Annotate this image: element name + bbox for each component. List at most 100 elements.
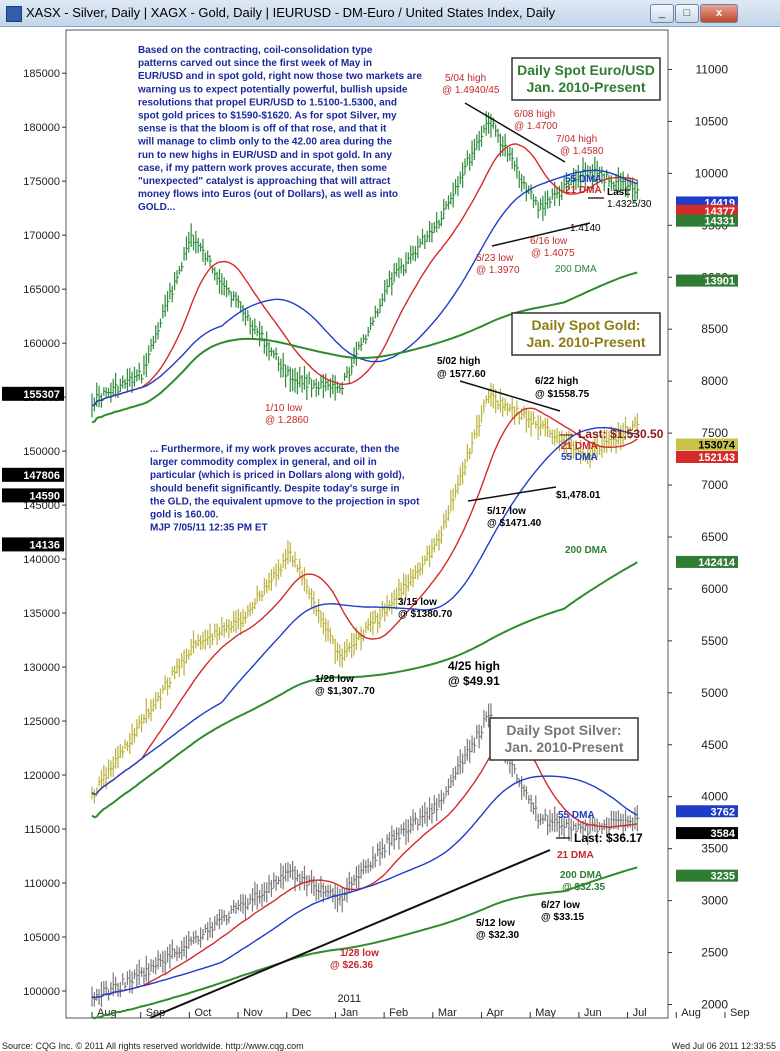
commentary-top: Based on the contracting, coil-consolida… xyxy=(138,45,373,56)
right-axis-label: 6500 xyxy=(701,530,728,544)
panel-title: Daily Spot Euro/USD xyxy=(517,62,655,78)
right-value-box xyxy=(676,555,738,568)
dma-200-line xyxy=(91,271,638,424)
panel-1: Daily Spot Gold:Jan. 2010-Present xyxy=(91,312,661,819)
left-axis-label: 165000 xyxy=(23,284,60,296)
dma-55-line xyxy=(91,169,638,407)
commentary-mid: should benefit significantly. Despite to… xyxy=(150,483,399,494)
x-tick-label: Jun xyxy=(584,1007,602,1019)
panel-2: Daily Spot Silver:Jan. 2010-Present xyxy=(91,703,640,1020)
commentary-mid: gold is 160.00. xyxy=(150,510,219,521)
x-tick-label: Oct xyxy=(194,1007,211,1019)
panel-0: Daily Spot Euro/USD Jan. 2010-Present xyxy=(91,57,661,424)
euro-annotation: @ 1.4075 xyxy=(531,248,575,259)
commentary-top: resolutions that propel EUR/USD to 1.510… xyxy=(138,97,397,108)
panel-title: Jan. 2010-Present xyxy=(504,739,623,755)
euro-annotation: 1.4140 xyxy=(570,223,601,234)
left-value-box xyxy=(2,537,64,552)
chart-svg: Aug Sep Oct Nov Dec Jan Feb Mar Apr May Jun Jul Aug S… xyxy=(2,29,750,1020)
dma-21-line xyxy=(91,407,638,796)
commentary-top: GOLD... xyxy=(138,202,175,213)
commentary-mid: particular (which is priced in Dollars a… xyxy=(150,470,405,481)
x-tick-label: Dec xyxy=(292,1007,312,1019)
x-tick-label: Nov xyxy=(243,1007,263,1019)
gold-annotation: 200 DMA xyxy=(565,545,607,556)
commentary-top: EUR/USD and in spot gold, right now thos… xyxy=(138,71,422,82)
right-value-box xyxy=(676,869,738,882)
left-axis-label: 145000 xyxy=(23,500,60,512)
x-tick-label: Feb xyxy=(389,1007,408,1019)
euro-annotation: 200 DMA xyxy=(555,264,597,275)
right-axis-label: 5500 xyxy=(701,634,728,648)
left-axis-label: 105000 xyxy=(23,932,60,944)
gold-annotation: 5/17 low xyxy=(487,506,526,517)
silver-annotation: @ $33.15 xyxy=(541,912,585,923)
right-value-label: 3584 xyxy=(711,828,736,840)
left-axis-label: 185000 xyxy=(23,68,60,80)
x-tick-label: Sep xyxy=(146,1007,166,1019)
commentary-top: spot gold prices to $1590-$1620. As for … xyxy=(138,111,397,122)
maximize-button[interactable]: □ xyxy=(675,4,699,23)
left-axis-label: 175000 xyxy=(23,176,60,188)
right-axis-label: 7000 xyxy=(701,478,728,492)
right-axis-label: 10500 xyxy=(695,114,729,128)
right-axis-label: 7500 xyxy=(701,426,728,440)
silver-annotation: @ $26.36 xyxy=(330,960,374,971)
left-value-box xyxy=(2,488,64,503)
left-value-box xyxy=(2,467,64,482)
gold-annotation: 6/22 high xyxy=(535,376,578,387)
gold-annotation: @ $1471.40 xyxy=(487,518,542,529)
euro-annotation: 1.4325/30 xyxy=(607,199,652,210)
right-value-label: 3762 xyxy=(711,806,735,818)
commentary-mid: ... Furthermore, if my work proves accur… xyxy=(150,444,400,455)
left-value-label: 147806 xyxy=(23,470,60,482)
euro-upper-trendline xyxy=(464,102,566,163)
euro-annotation: 5/23 low xyxy=(476,253,514,264)
right-value-box xyxy=(676,450,738,463)
right-value-box xyxy=(676,204,738,217)
gold-annotation: 5/02 high xyxy=(437,356,480,367)
silver-annotation: 21 DMA xyxy=(557,850,594,861)
silver-annotation: 6/27 low xyxy=(541,900,580,911)
silver-annotation: @ $32.35 xyxy=(562,882,606,893)
left-axis-label: 130000 xyxy=(23,662,60,674)
commentary-mid: larger commodity complex in general, and… xyxy=(150,457,377,468)
gold-annotation: 21 DMA xyxy=(561,441,598,452)
gold-annotation: @ $1380.70 xyxy=(398,609,453,620)
close-button[interactable]: x xyxy=(700,4,738,23)
euro-annotation: @ 1.3970 xyxy=(476,265,520,276)
euro-annotation: 7/04 high xyxy=(556,134,597,145)
status-bar: Source: CQG Inc. © 2011 All rights reser… xyxy=(0,1041,780,1051)
dma-21-line xyxy=(91,143,638,407)
right-axis-label: 3500 xyxy=(701,842,728,856)
dma-200-line xyxy=(91,866,638,1020)
right-value-label: 13901 xyxy=(704,276,735,288)
commentary-top: warning us to expect potentially powerfu… xyxy=(137,84,408,95)
copyright-text: Source: CQG Inc. © 2011 All rights reser… xyxy=(2,1041,304,1051)
panel-title: Jan. 2010-Present xyxy=(526,334,645,350)
x-tick-label: Jan xyxy=(340,1007,358,1019)
app-icon xyxy=(6,6,22,22)
silver-support-trendline xyxy=(149,849,551,1019)
right-value-box xyxy=(676,827,738,840)
chart-area[interactable]: Aug Sep Oct Nov Dec Jan Feb Mar Apr May Jun Jul Aug S… xyxy=(0,26,780,1046)
plot-frame xyxy=(65,29,669,1019)
commentary-top: money flows into Euros (out of Dollars),… xyxy=(138,189,398,200)
right-axis-label: 5000 xyxy=(701,686,728,700)
euro-annotation: @ 1.4580 xyxy=(560,146,604,157)
commentary-top: run to new highs in EUR/USD and in spot … xyxy=(138,150,392,161)
gold-annotation: @ $1,307..70 xyxy=(315,686,375,697)
right-axis-label: 10000 xyxy=(695,166,729,180)
euro-lower-trendline xyxy=(491,222,591,247)
minimize-button[interactable]: _ xyxy=(650,4,674,23)
title-bar: XASX - Silver, Daily | XAGX - Gold, Dail… xyxy=(0,0,780,27)
left-value-label: 155307 xyxy=(23,389,60,401)
silver-annotation: @ $49.91 xyxy=(448,674,500,688)
panel-title-box xyxy=(489,717,639,761)
right-axis-label: 6000 xyxy=(701,582,728,596)
right-axis-label: 11000 xyxy=(696,62,729,76)
x-tick-label: Sep xyxy=(730,1007,750,1019)
left-value-box xyxy=(2,386,64,401)
euro-annotation: @ 1.4940/45 xyxy=(442,85,500,96)
left-axis-label: 115000 xyxy=(24,824,60,836)
